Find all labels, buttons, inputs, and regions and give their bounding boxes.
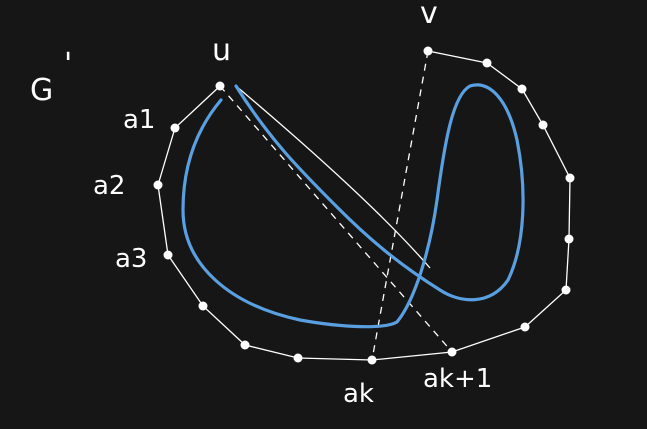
outer-cycle-edge — [157, 50, 571, 361]
vertex-a2 — [153, 180, 163, 190]
vertex — [240, 340, 250, 350]
vertex — [482, 58, 492, 68]
vertex — [561, 285, 571, 295]
label-u: u — [212, 33, 231, 68]
vertex — [565, 173, 575, 183]
vertex — [198, 301, 208, 311]
vertex — [520, 322, 530, 332]
dashed-chord-u-ak1 — [219, 85, 453, 353]
vertex-ak-plus-1 — [447, 347, 457, 357]
vertex — [538, 120, 548, 130]
label-a1: a1 — [123, 105, 155, 135]
label-ak-plus-1: ak+1 — [423, 364, 492, 394]
label-a2: a2 — [93, 171, 125, 201]
vertex — [517, 84, 527, 94]
graph-prime-mark: ' — [64, 47, 72, 82]
blue-path — [181, 83, 525, 329]
vertex-ak — [367, 355, 377, 365]
vertex-u — [215, 81, 225, 91]
solid-chord-u — [235, 85, 431, 269]
dashed-chord-v-ak — [371, 50, 429, 361]
vertex-v — [423, 46, 433, 56]
label-ak: ak — [343, 379, 374, 409]
graph-label: G — [30, 73, 53, 108]
vertex — [293, 353, 303, 363]
label-a3: a3 — [115, 244, 147, 274]
vertex — [564, 234, 574, 244]
vertex-a3 — [163, 250, 173, 260]
vertex-a1 — [170, 123, 180, 133]
label-v: v — [420, 0, 438, 31]
